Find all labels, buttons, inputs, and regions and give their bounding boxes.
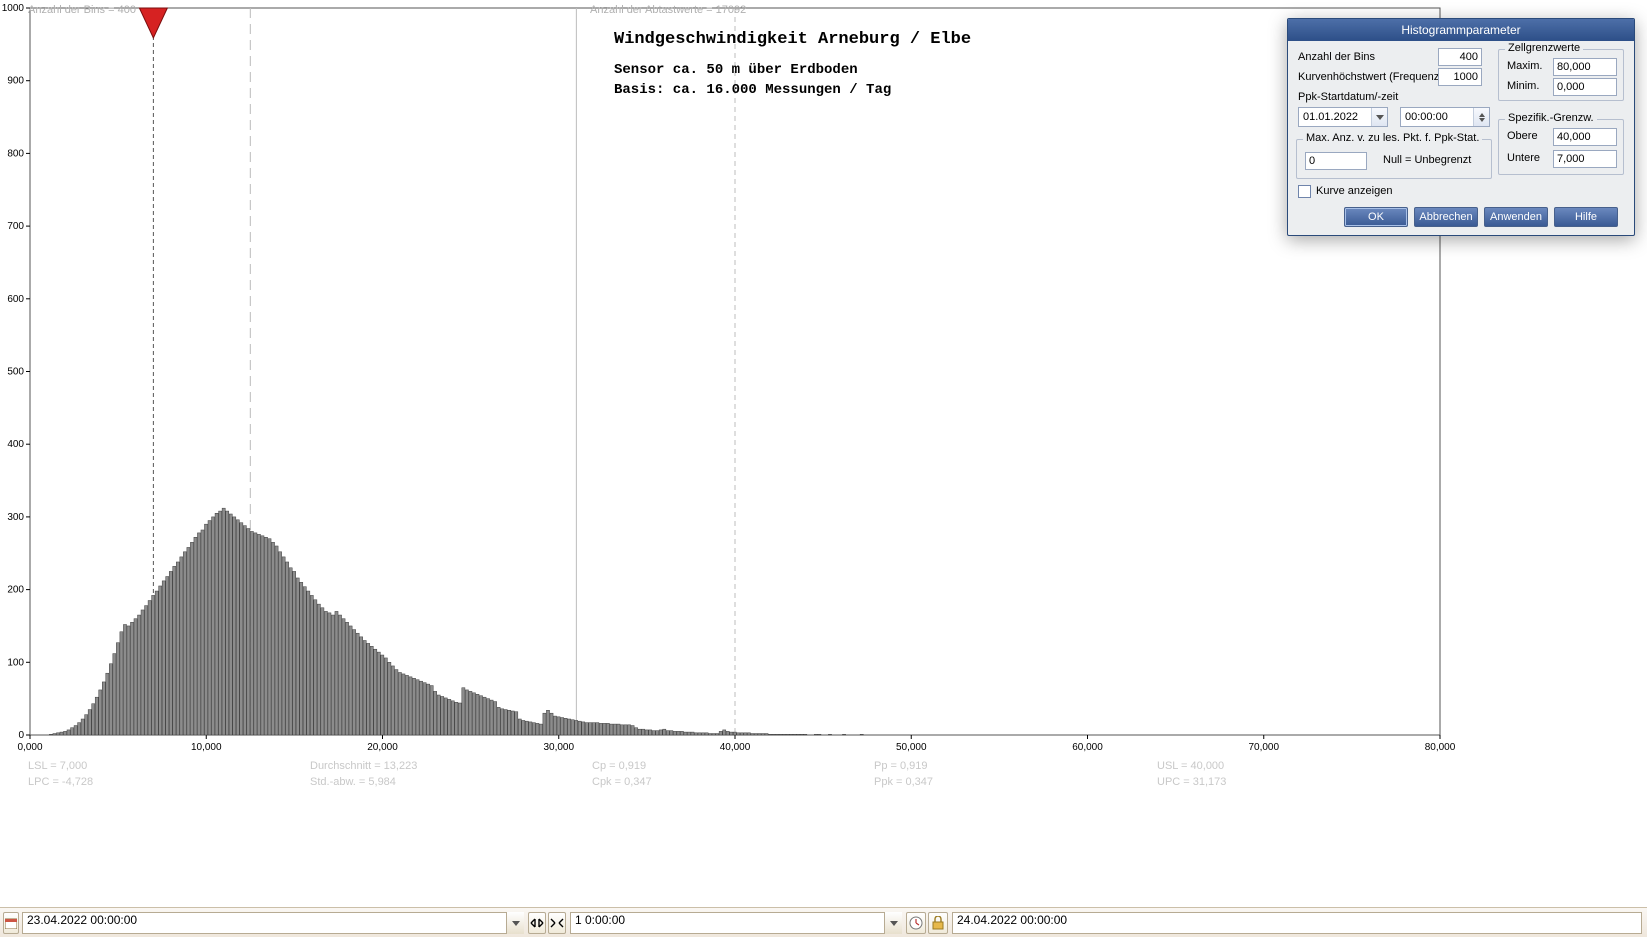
dialog-body: Anzahl der Bins Kurvenhöchstwert (Freque… <box>1288 41 1634 235</box>
input-ppk-date[interactable]: 01.01.2022 <box>1298 107 1388 127</box>
stat-lpc: LPC = -4,728 <box>28 776 93 788</box>
stat-cp: Cp = 0,919 <box>592 760 646 772</box>
svg-text:20,000: 20,000 <box>367 742 398 753</box>
label-show-curve: Kurve anzeigen <box>1316 185 1392 197</box>
input-cell-min[interactable] <box>1553 78 1617 96</box>
input-cell-max[interactable] <box>1553 58 1617 76</box>
svg-text:200: 200 <box>7 585 24 596</box>
end-datetime-value[interactable]: 24.04.2022 00:00:00 <box>952 912 1642 934</box>
svg-text:1000: 1000 <box>2 3 25 14</box>
checkbox-show-curve[interactable] <box>1298 185 1311 198</box>
expand-span-button[interactable] <box>548 912 566 934</box>
svg-text:300: 300 <box>7 512 24 523</box>
group-maxpoints-legend: Max. Anz. v. zu les. Pkt. f. Ppk-Stat. <box>1303 132 1482 144</box>
chevron-down-icon[interactable] <box>506 912 524 934</box>
input-peak[interactable] <box>1438 68 1482 86</box>
stat-std: Std.-abw. = 5,984 <box>310 776 396 788</box>
input-ppk-time[interactable]: 00:00:00 <box>1400 107 1490 127</box>
group-spec-legend: Spezifik.-Grenzw. <box>1505 112 1597 124</box>
group-cell-legend: Zellgrenzwerte <box>1505 42 1583 54</box>
svg-text:500: 500 <box>7 367 24 378</box>
svg-text:100: 100 <box>7 657 24 668</box>
ok-button[interactable]: OK <box>1344 207 1408 227</box>
label-cell-min: Minim. <box>1507 80 1539 92</box>
group-maxpoints: Max. Anz. v. zu les. Pkt. f. Ppk-Stat. N… <box>1296 139 1492 179</box>
stat-lsl: LSL = 7,000 <box>28 760 87 772</box>
stat-usl: USL = 40,000 <box>1157 760 1224 772</box>
group-cell-limits: Zellgrenzwerte Maxim. Minim. <box>1498 49 1624 101</box>
span-combo[interactable]: 1 0:00:00 <box>570 912 902 934</box>
svg-text:400: 400 <box>7 439 24 450</box>
clock-icon[interactable] <box>906 912 926 934</box>
info-bins: Anzahl der Bins = 400 <box>28 4 136 16</box>
start-datetime-value[interactable]: 23.04.2022 00:00:00 <box>22 912 524 934</box>
svg-text:900: 900 <box>7 76 24 87</box>
stat-pp: Pp = 0,919 <box>874 760 928 772</box>
chart-title: Windgeschwindigkeit Arneburg / Elbe <box>614 30 971 49</box>
spinner-icon[interactable] <box>1473 108 1489 126</box>
label-maxpoints-note: Null = Unbegrenzt <box>1383 154 1471 166</box>
stat-cpk: Cpk = 0,347 <box>592 776 652 788</box>
svg-text:0: 0 <box>18 730 24 741</box>
label-cell-max: Maxim. <box>1507 60 1542 72</box>
chart-subtitle2: Basis: ca. 16.000 Messungen / Tag <box>614 82 891 98</box>
apply-button[interactable]: Anwenden <box>1484 207 1548 227</box>
chevron-down-icon[interactable] <box>1371 108 1387 126</box>
cancel-button[interactable]: Abbrechen <box>1414 207 1478 227</box>
label-spec-lower: Untere <box>1507 152 1540 164</box>
chart-subtitle1: Sensor ca. 50 m über Erdboden <box>614 62 858 78</box>
input-maxpoints[interactable] <box>1305 152 1367 170</box>
svg-text:800: 800 <box>7 148 24 159</box>
dialog-title: Histogrammparameter <box>1288 19 1634 41</box>
chevron-down-icon[interactable] <box>884 912 902 934</box>
help-button[interactable]: Hilfe <box>1554 207 1618 227</box>
info-samples: Anzahl der Abtastwerte = 17092 <box>590 4 746 16</box>
time-toolbar: 23.04.2022 00:00:00 1 0:00:00 24.04.2022… <box>0 907 1647 937</box>
svg-text:60,000: 60,000 <box>1072 742 1103 753</box>
stat-upc: UPC = 31,173 <box>1157 776 1226 788</box>
svg-text:30,000: 30,000 <box>543 742 574 753</box>
input-spec-upper[interactable] <box>1553 128 1617 146</box>
lock-icon[interactable] <box>928 912 948 934</box>
label-spec-upper: Obere <box>1507 130 1538 142</box>
calendar-icon[interactable] <box>3 912 19 934</box>
input-bins[interactable] <box>1438 48 1482 66</box>
shrink-span-button[interactable] <box>528 912 546 934</box>
label-ppk-date: Ppk-Startdatum/-zeit <box>1298 91 1398 103</box>
stat-ppk: Ppk = 0,347 <box>874 776 933 788</box>
svg-text:40,000: 40,000 <box>720 742 751 753</box>
group-spec-limits: Spezifik.-Grenzw. Obere Untere <box>1498 119 1624 175</box>
svg-text:600: 600 <box>7 294 24 305</box>
input-spec-lower[interactable] <box>1553 150 1617 168</box>
svg-text:80,000: 80,000 <box>1425 742 1456 753</box>
svg-text:10,000: 10,000 <box>191 742 222 753</box>
svg-text:0,000: 0,000 <box>17 742 42 753</box>
svg-text:700: 700 <box>7 221 24 232</box>
start-datetime-combo[interactable]: 23.04.2022 00:00:00 <box>22 912 524 934</box>
svg-text:50,000: 50,000 <box>896 742 927 753</box>
label-bins: Anzahl der Bins <box>1298 51 1375 63</box>
label-peak: Kurvenhöchstwert (Frequenz) <box>1298 71 1443 83</box>
span-value[interactable]: 1 0:00:00 <box>570 912 902 934</box>
stat-mean: Durchschnitt = 13,223 <box>310 760 417 772</box>
svg-text:70,000: 70,000 <box>1248 742 1279 753</box>
histogram-params-dialog[interactable]: Histogrammparameter Anzahl der Bins Kurv… <box>1287 18 1635 236</box>
